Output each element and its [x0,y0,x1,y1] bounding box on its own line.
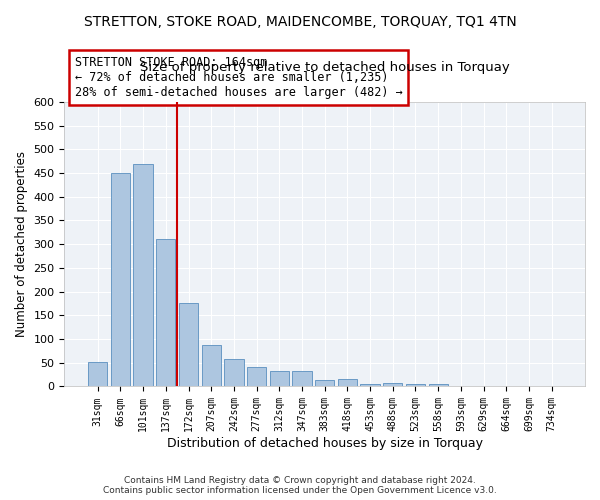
Text: Contains HM Land Registry data © Crown copyright and database right 2024.
Contai: Contains HM Land Registry data © Crown c… [103,476,497,495]
Y-axis label: Number of detached properties: Number of detached properties [15,151,28,337]
Bar [361,384,380,386]
Bar [383,383,403,386]
Bar [179,304,198,386]
Bar [269,371,289,386]
Title: Size of property relative to detached houses in Torquay: Size of property relative to detached ho… [140,62,509,74]
Bar [156,240,175,386]
Bar [338,380,357,386]
Bar [133,164,153,386]
X-axis label: Distribution of detached houses by size in Torquay: Distribution of detached houses by size … [167,437,483,450]
Bar [406,384,425,386]
Bar [111,173,130,386]
Text: STRETTON STOKE ROAD: 164sqm
← 72% of detached houses are smaller (1,235)
28% of : STRETTON STOKE ROAD: 164sqm ← 72% of det… [75,56,403,99]
Bar [315,380,334,386]
Bar [224,360,244,386]
Bar [247,366,266,386]
Bar [202,344,221,387]
Bar [88,362,107,386]
Bar [428,384,448,386]
Text: STRETTON, STOKE ROAD, MAIDENCOMBE, TORQUAY, TQ1 4TN: STRETTON, STOKE ROAD, MAIDENCOMBE, TORQU… [83,15,517,29]
Bar [292,371,311,386]
